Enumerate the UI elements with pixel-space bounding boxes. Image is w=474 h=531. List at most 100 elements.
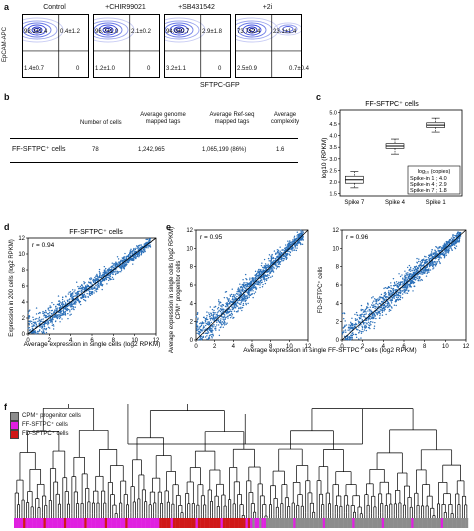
leaf-swatch [211, 518, 214, 528]
scatter-point [434, 265, 437, 267]
scatter-ytick-label: 4 [336, 301, 340, 307]
scatter-point [69, 295, 72, 298]
scatter-point [75, 303, 77, 305]
scatter-point [242, 304, 244, 307]
scatter-point [447, 248, 450, 251]
regression-line [341, 229, 467, 341]
leaf-swatch [70, 518, 74, 528]
scatter-point [359, 318, 361, 320]
leaf-swatch [100, 518, 103, 528]
scatter-point [96, 273, 98, 276]
scatter-point [221, 321, 224, 323]
scatter-point [364, 325, 367, 327]
scatter-point [276, 265, 279, 268]
scatter-point [270, 276, 272, 278]
leaf-swatch [79, 518, 83, 528]
scatter-point [441, 253, 444, 256]
scatter-point [33, 323, 36, 325]
scatter-point [370, 321, 372, 323]
scatter-point [221, 323, 223, 326]
leaf-swatch [452, 518, 455, 528]
scatter-point [225, 290, 228, 293]
leaf-swatch [73, 518, 76, 528]
scatter-point [296, 247, 298, 249]
scatter-point [101, 285, 104, 287]
scatter-point [259, 286, 261, 289]
scatter-point [94, 280, 97, 282]
scatter-point [225, 323, 227, 326]
scatter-point [134, 256, 136, 259]
leaf-swatch [20, 518, 24, 528]
scatter-point [202, 335, 205, 338]
scatter-point [419, 280, 421, 282]
scatter-ytick-label: 4 [22, 300, 26, 306]
leaf-swatch [16, 518, 19, 528]
scatter-point [390, 302, 393, 304]
scatter-point [45, 316, 47, 318]
scatter-point [392, 287, 395, 290]
scatter-point [131, 250, 133, 252]
scatter-point [229, 301, 231, 304]
scatter-point [372, 300, 375, 302]
scatter-point [81, 297, 83, 299]
scatter-point [286, 257, 288, 259]
scatter-point [213, 309, 215, 312]
scatter-point [53, 315, 56, 317]
scatter-point [199, 330, 201, 333]
scatter-point [98, 268, 101, 271]
scatter-point [439, 254, 442, 256]
scatter-point [438, 255, 441, 257]
scatter-point [43, 324, 46, 326]
leaf-swatch [295, 518, 298, 528]
scatter-point [65, 305, 67, 308]
scatter-point [361, 318, 363, 321]
scatter-point [425, 275, 428, 277]
scatter-point [342, 331, 344, 334]
box-ytick-label: 5.0 [329, 110, 337, 116]
scatter-ytick-label: 12 [18, 236, 25, 242]
scatter-point [262, 269, 265, 272]
scatter-point [378, 312, 380, 314]
scatter-point [70, 308, 73, 310]
scatter-point [137, 252, 139, 255]
scatter-point [354, 319, 357, 322]
scatter-point [277, 252, 280, 254]
scatter-point [129, 258, 131, 261]
scatter-point [75, 299, 77, 301]
scatter-point [289, 240, 291, 242]
scatter-point [285, 254, 287, 257]
flow-contours [23, 15, 88, 77]
scatter-point [373, 304, 375, 306]
leaf-swatch [113, 518, 117, 528]
dendrogram-branches [14, 404, 468, 518]
scatter-point [343, 312, 345, 314]
scatter-point [60, 311, 62, 313]
scatter-point [431, 255, 433, 257]
scatter-point [90, 290, 92, 293]
scatter-point [67, 293, 70, 295]
scatter-point [103, 273, 105, 276]
scatter-point [414, 267, 416, 269]
scatter-point [83, 294, 85, 297]
scatter-point [241, 290, 243, 292]
panel-label-a: a [4, 2, 10, 12]
scatter-point [119, 262, 121, 265]
flow-contours [165, 15, 230, 77]
leaf-swatch [286, 518, 289, 528]
flow-quadrant-value: 0 [218, 66, 222, 72]
scatter-point [200, 335, 202, 338]
scatter-point [53, 316, 55, 319]
scatter-point [381, 314, 384, 316]
scatter-point [97, 282, 100, 285]
scatter-point [49, 315, 52, 317]
scatter-point [381, 311, 384, 314]
scatter-point [300, 237, 303, 240]
scatter-point [216, 321, 218, 324]
scatter-point [99, 283, 101, 286]
leaf-swatch [23, 518, 26, 528]
scatter-point [45, 312, 47, 314]
scatter-point [233, 305, 235, 307]
scatter-point [84, 281, 86, 284]
scatter-point [268, 260, 270, 262]
scatter-point [59, 321, 61, 323]
